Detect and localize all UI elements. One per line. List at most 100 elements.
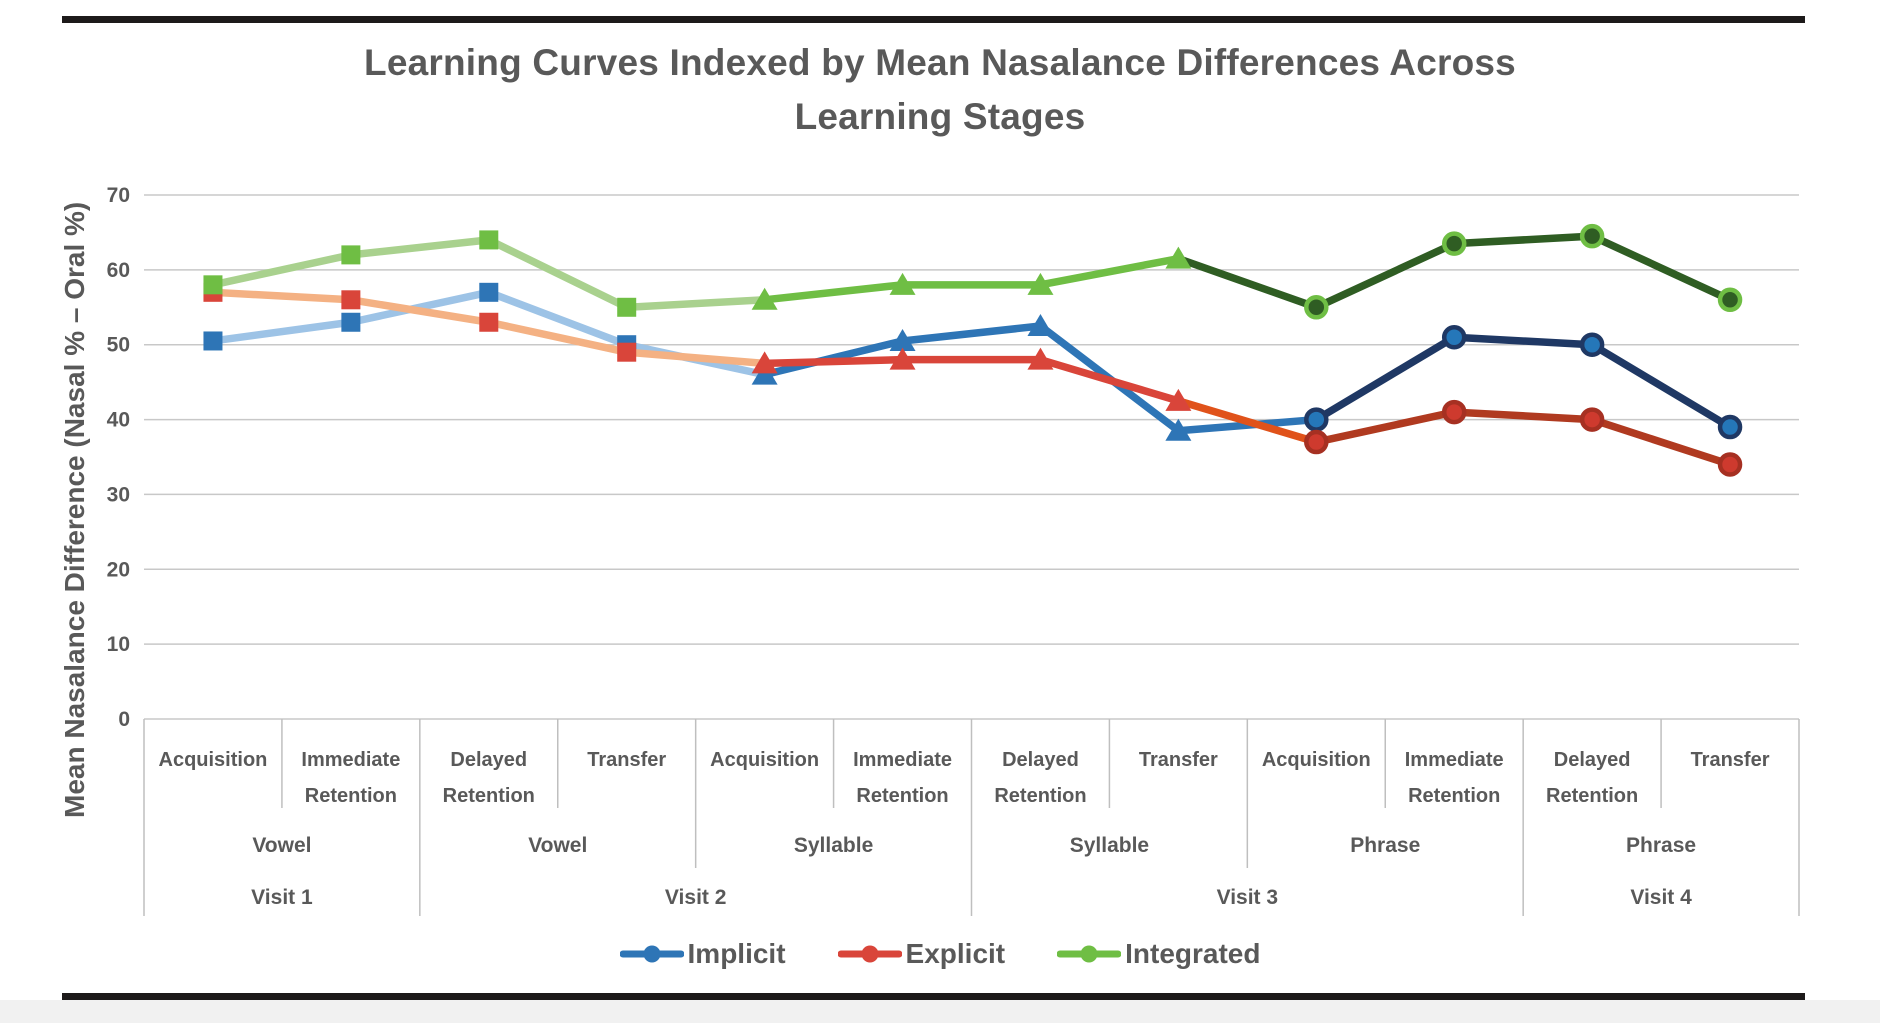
- group-label: Vowel: [528, 834, 587, 857]
- series-segment-explicit: [347, 296, 493, 327]
- stage-label: Immediate Retention: [1405, 749, 1504, 807]
- series-segment-implicit: [1588, 340, 1734, 431]
- series-segment-explicit: [485, 318, 631, 356]
- marker-triangle-integrated: [751, 287, 778, 310]
- chart-title: Learning Curves Indexed by Mean Nasalanc…: [364, 42, 1516, 137]
- marker-square-explicit: [341, 290, 361, 310]
- marker-circle-integrated: [1717, 287, 1743, 313]
- series-segment-implicit: [485, 288, 631, 349]
- bottom-border-rule: [62, 993, 1805, 1000]
- marker-triangle-implicit: [751, 362, 778, 385]
- marker-circle-implicit: [1717, 414, 1743, 440]
- marker-triangle-explicit: [1027, 347, 1054, 370]
- marker-square-explicit: [479, 312, 499, 332]
- marker-triangle-integrated: [889, 272, 916, 295]
- visit-label: Visit 1: [251, 886, 313, 909]
- series-segment-integrated: [1036, 254, 1183, 289]
- visit-label: Visit 2: [665, 886, 726, 909]
- marker-circle-explicit: [1717, 452, 1743, 477]
- marker-circle-explicit: [1304, 429, 1329, 455]
- marker-square-explicit: [617, 342, 637, 362]
- series-segment-implicit: [1312, 333, 1458, 424]
- stage-label: Delayed Retention: [1546, 749, 1638, 807]
- stage-label: Acquisition: [159, 749, 268, 771]
- series-segment-explicit: [1312, 408, 1458, 446]
- marker-square-implicit: [341, 312, 361, 332]
- marker-triangle-implicit: [1027, 314, 1054, 336]
- legend-label: Explicit: [905, 938, 1006, 969]
- series-segment-integrated: [1312, 239, 1458, 312]
- legend-line-marker-icon: [619, 945, 684, 963]
- marker-circle-integrated: [1579, 223, 1605, 249]
- series-segment-implicit: [209, 318, 355, 345]
- series-segment-explicit: [1174, 397, 1321, 446]
- marker-square-implicit: [203, 331, 223, 351]
- stage-label: Immediate Retention: [301, 749, 400, 807]
- marker-square-integrated: [341, 245, 361, 265]
- legend-line-marker-icon: [837, 945, 902, 963]
- marker-circle-implicit: [1304, 407, 1329, 432]
- series-segment-explicit: [1036, 355, 1183, 405]
- marker-circle-integrated: [1441, 231, 1467, 256]
- series-segment-explicit: [209, 288, 355, 304]
- y-tick-label: 0: [118, 708, 130, 731]
- marker-circle-integrated: [1304, 295, 1329, 320]
- marker-circle-explicit: [1579, 407, 1605, 432]
- marker-triangle-explicit: [751, 351, 778, 374]
- group-label: Phrase: [1626, 834, 1696, 857]
- legend-label: Implicit: [687, 938, 786, 969]
- marker-triangle-integrated: [1027, 272, 1054, 295]
- stage-label: Delayed Retention: [994, 749, 1086, 807]
- series-segment-integrated: [209, 251, 355, 289]
- group-label: Syllable: [794, 834, 873, 857]
- legend-label: Integrated: [1125, 938, 1261, 969]
- series-segment-explicit: [622, 348, 769, 368]
- legend-line-marker-icon: [1057, 945, 1122, 963]
- marker-circle-explicit: [1441, 399, 1467, 425]
- marker-triangle-explicit: [1165, 388, 1192, 411]
- series-segment-integrated: [760, 281, 907, 304]
- y-tick-label: 70: [107, 184, 130, 207]
- series-segment-implicit: [1450, 333, 1596, 349]
- stage-label: Acquisition: [710, 749, 819, 771]
- marker-square-integrated: [617, 297, 637, 317]
- y-tick-label: 30: [107, 483, 130, 506]
- group-label: Phrase: [1350, 834, 1420, 857]
- top-border-rule: [62, 16, 1805, 23]
- marker-triangle-implicit: [1165, 418, 1192, 441]
- y-tick-label: 10: [107, 633, 130, 656]
- series-segment-explicit: [760, 355, 907, 368]
- series-segment-explicit: [1588, 415, 1734, 469]
- y-tick-label: 40: [107, 409, 130, 432]
- marker-triangle-integrated: [1165, 246, 1192, 269]
- marker-circle-implicit: [1579, 332, 1605, 357]
- series-segment-integrated: [347, 236, 493, 259]
- y-tick-label: 20: [107, 558, 130, 581]
- marker-square-integrated: [479, 230, 499, 250]
- group-label: Vowel: [252, 834, 311, 857]
- stage-label: Transfer: [1691, 749, 1770, 771]
- legend: Implicit Explicit Integrated: [0, 938, 1880, 970]
- series-segment-explicit: [1450, 408, 1596, 424]
- stage-label: Immediate Retention: [853, 749, 952, 807]
- legend-item-explicit: Explicit: [837, 938, 1006, 970]
- series-segment-integrated: [622, 296, 769, 312]
- series-segment-integrated: [1174, 254, 1321, 312]
- series-segment-integrated: [1588, 232, 1734, 304]
- visit-label: Visit 4: [1630, 886, 1692, 909]
- series-segment-integrated: [485, 236, 631, 312]
- series-segment-implicit: [898, 322, 1045, 345]
- stage-label: Acquisition: [1262, 749, 1371, 771]
- legend-item-implicit: Implicit: [619, 938, 786, 970]
- visit-label: Visit 3: [1217, 886, 1278, 909]
- series-segment-integrated: [1450, 232, 1596, 248]
- marker-triangle-explicit: [889, 347, 916, 370]
- group-label: Syllable: [1070, 834, 1149, 857]
- marker-square-integrated: [203, 275, 223, 295]
- stage-label: Delayed Retention: [443, 749, 535, 807]
- stage-label: Transfer: [1139, 749, 1218, 771]
- y-tick-label: 60: [107, 259, 130, 282]
- marker-square-implicit: [479, 282, 499, 302]
- y-tick-label: 50: [107, 334, 130, 357]
